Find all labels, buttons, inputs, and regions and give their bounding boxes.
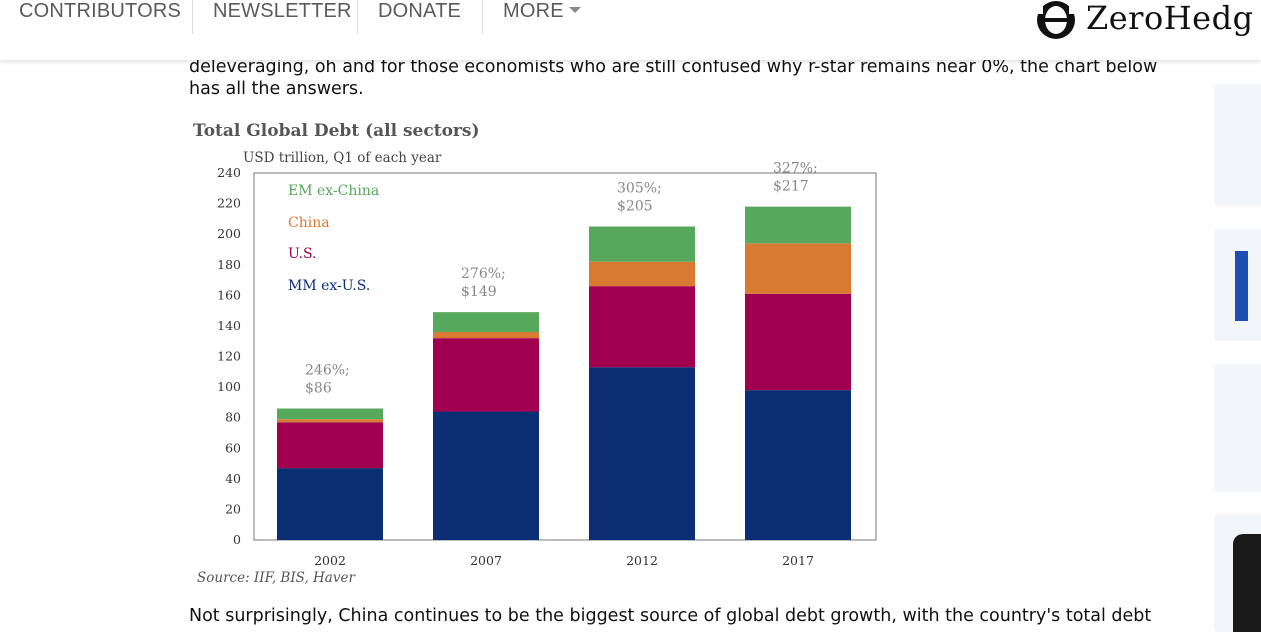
legend-mm-ex-us: MM ex-U.S.: [288, 278, 370, 294]
nav-divider: [482, 0, 483, 34]
bar-segment-mm-ex-u-s-2007: [433, 411, 539, 540]
y-tick-label: 140: [217, 318, 241, 333]
y-tick-label: 40: [225, 471, 241, 486]
y-tick-label: 100: [217, 379, 241, 394]
bar-segment-em-ex-china-2017: [745, 206, 851, 244]
y-tick-label: 60: [225, 440, 241, 455]
top-navigation: CONTRIBUTORS NEWSLETTER DONATE MORE Zero…: [0, 0, 1261, 60]
x-tick-label: 2007: [470, 553, 502, 568]
legend-china: China: [288, 215, 330, 231]
plot-frame: [253, 172, 877, 541]
bar-segment-china-2007: [433, 332, 539, 339]
logo-mark-icon: [1037, 1, 1075, 39]
bar-segment-u-s-2002: [277, 422, 383, 469]
zerohedge-logo[interactable]: ZeroHedg: [1034, 0, 1254, 42]
bar-annotation-total: $149: [461, 284, 497, 300]
nav-more-label: MORE: [503, 0, 564, 22]
bar-annotation-percent: 305%;: [617, 181, 662, 197]
nav-contributors[interactable]: CONTRIBUTORS: [19, 0, 182, 22]
bar-annotation-total: $217: [773, 179, 809, 195]
nav-newsletter[interactable]: NEWSLETTER: [213, 0, 352, 22]
paragraph-line: Not surprisingly, China continues to be …: [189, 606, 1152, 626]
sidebar-card[interactable]: [1214, 229, 1261, 341]
sidebar-card-accent: [1235, 251, 1248, 321]
x-axis: 2002 2007 2012 2017: [314, 553, 814, 568]
bar-segment-china-2017: [745, 243, 851, 294]
y-tick-label: 0: [233, 532, 241, 547]
bar-segment-china-2002: [277, 419, 383, 423]
x-tick-label: 2017: [782, 553, 814, 568]
bar-segment-u-s-2007: [433, 338, 539, 412]
bar-annotation-percent: 246%;: [305, 362, 350, 378]
chart-title: Total Global Debt (all sectors): [193, 121, 480, 141]
bar-segment-u-s-2017: [745, 293, 851, 391]
bar-annotation-total: $205: [617, 199, 653, 215]
bar-segment-em-ex-china-2002: [277, 408, 383, 420]
sidebar-card[interactable]: [1214, 514, 1261, 632]
article-paragraph: deleveraging, oh and for those economist…: [189, 56, 1157, 100]
nav-divider: [357, 0, 358, 34]
y-tick-label: 160: [217, 287, 241, 302]
paragraph-line: has all the answers.: [189, 79, 364, 99]
total-global-debt-chart: Total Global Debt (all sectors) USD tril…: [193, 121, 877, 586]
bar-annotations: 246%; $86 276%; $149 305%; $205 327%; $217: [305, 161, 818, 397]
y-tick-label: 20: [225, 501, 241, 516]
y-tick-label: 220: [217, 196, 241, 211]
bar-segment-mm-ex-u-s-2017: [745, 390, 851, 540]
y-tick-label: 180: [217, 257, 241, 272]
logo-wordmark: ZeroHedg: [1086, 0, 1254, 37]
article-paragraph: Not surprisingly, China continues to be …: [189, 605, 1151, 627]
bar-segment-china-2012: [589, 261, 695, 287]
y-tick-label: 120: [217, 349, 241, 364]
nav-donate[interactable]: DONATE: [378, 0, 462, 22]
sidebar-card-thumbnail: [1233, 534, 1261, 632]
bar-series: [277, 206, 851, 540]
nav-more[interactable]: MORE: [503, 0, 581, 28]
sidebar-card[interactable]: [1214, 364, 1261, 492]
y-axis: 0 20 40 60 80 100 120 140 160 180 200 220 240: [217, 165, 241, 547]
legend-us: U.S.: [288, 246, 317, 262]
chart-legend: EM ex-China China U.S. MM ex-U.S.: [288, 183, 379, 294]
y-tick-label: 240: [217, 165, 241, 180]
bar-annotation-percent: 327%;: [773, 161, 818, 177]
x-tick-label: 2002: [314, 553, 346, 568]
bar-segment-u-s-2012: [589, 286, 695, 368]
sidebar-card[interactable]: [1214, 84, 1261, 206]
bar-annotation-total: $86: [305, 380, 332, 396]
x-tick-label: 2012: [626, 553, 658, 568]
y-tick-label: 80: [225, 410, 241, 425]
y-tick-label: 200: [217, 226, 241, 241]
bar-segment-mm-ex-u-s-2012: [589, 367, 695, 540]
bar-annotation-percent: 276%;: [461, 266, 506, 282]
bar-segment-em-ex-china-2012: [589, 226, 695, 262]
paragraph-line: deleveraging, oh and for those economist…: [189, 57, 1158, 77]
chart-subtitle: USD trillion, Q1 of each year: [243, 150, 442, 166]
chevron-down-icon: [568, 6, 581, 13]
bar-segment-mm-ex-u-s-2002: [277, 468, 383, 540]
chart-source: Source: IIF, BIS, Haver: [197, 570, 356, 586]
legend-em-ex-china: EM ex-China: [288, 183, 379, 199]
bar-segment-em-ex-china-2007: [433, 312, 539, 333]
nav-divider: [192, 0, 193, 34]
